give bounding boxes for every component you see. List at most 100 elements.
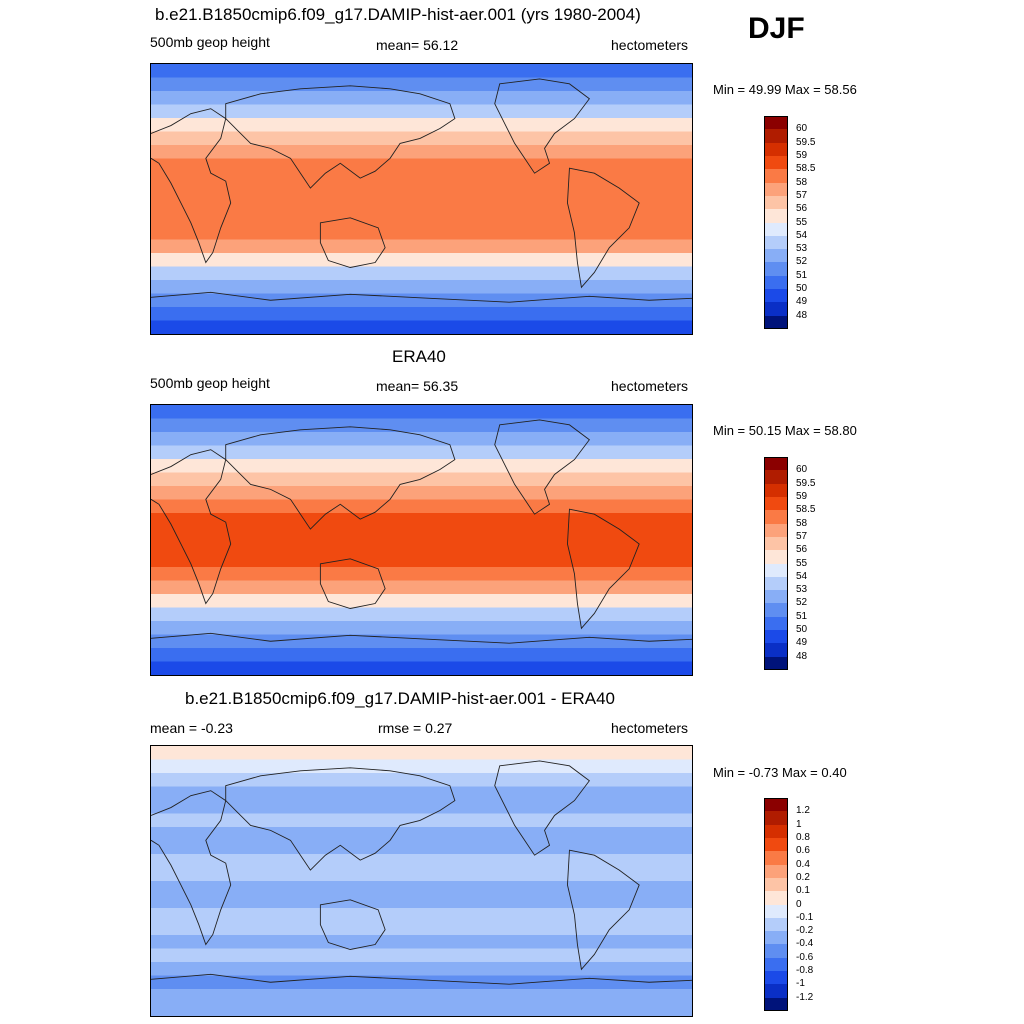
latitude-band [151, 526, 692, 541]
latitude-band [151, 77, 692, 92]
colorbar-label: 53 [796, 584, 808, 596]
panel-1-map [150, 63, 693, 335]
latitude-band [151, 64, 692, 79]
coastline [151, 108, 232, 264]
panel-3-rmse: rmse = 0.27 [378, 720, 453, 736]
latitude-band [151, 145, 692, 160]
colorbar-label: 0.4 [796, 858, 810, 870]
latitude-band [151, 499, 692, 514]
latitude-band [151, 280, 692, 295]
panel-2-map [150, 404, 693, 676]
colorbar-swatch [764, 235, 788, 250]
latitude-band [151, 648, 692, 663]
latitude-band [151, 445, 692, 460]
colorbar-swatch [764, 971, 788, 985]
colorbar-label: 48 [796, 650, 808, 662]
colorbar-swatch [764, 209, 788, 223]
latitude-band [151, 975, 692, 990]
colorbar-label: 0.2 [796, 871, 810, 883]
latitude-band [151, 634, 692, 649]
colorbar-label: -1 [796, 978, 805, 990]
latitude-band [151, 854, 692, 869]
colorbar-label: 49 [796, 296, 808, 308]
latitude-band [151, 513, 692, 528]
colorbar-swatch [764, 155, 788, 170]
colorbar-swatch [764, 315, 788, 329]
colorbar-swatch [764, 457, 788, 471]
colorbar-label: 54 [796, 570, 808, 582]
latitude-band [151, 266, 692, 281]
latitude-band [151, 773, 692, 788]
latitude-band [151, 405, 692, 420]
colorbar-swatch [764, 824, 788, 838]
colorbar-label: 0.1 [796, 885, 810, 897]
panel-3-minmax: Min = -0.73 Max = 0.40 [713, 765, 847, 780]
colorbar-label: 60 [796, 123, 808, 135]
panel-2-units: hectometers [611, 378, 689, 394]
colorbar-label: 58 [796, 176, 808, 188]
latitude-band [151, 989, 692, 1004]
colorbar-swatch [764, 222, 788, 236]
coastline [151, 790, 232, 946]
colorbar-swatch [764, 590, 788, 604]
colorbar-swatch [764, 811, 788, 825]
latitude-band [151, 1002, 692, 1016]
panel-1-colorbar: 60 59.5 59 58.5 58 57 56 55 54 53 52 51 50 49 48 [764, 116, 815, 329]
latitude-band [151, 867, 692, 882]
latitude-band [151, 185, 692, 200]
latitude-band [151, 199, 692, 214]
latitude-band [151, 567, 692, 582]
colorbar-label: 0.6 [796, 845, 810, 857]
latitude-band [151, 580, 692, 595]
latitude-band [151, 881, 692, 896]
colorbar-label: 52 [796, 597, 808, 609]
colorbar-swatch [764, 129, 788, 143]
coastline [151, 973, 692, 985]
colorbar-label: 53 [796, 243, 808, 255]
latitude-band [151, 621, 692, 636]
latitude-band [151, 172, 692, 187]
colorbar-swatch [764, 116, 788, 130]
colorbar-label: 0.8 [796, 831, 810, 843]
coastline [567, 849, 640, 971]
panel-1-title: b.e21.B1850cmip6.f09_g17.DAMIP-hist-aer.… [155, 5, 641, 24]
latitude-band [151, 131, 692, 146]
coastline [319, 558, 386, 609]
coastline [225, 426, 456, 530]
colorbar-swatch [764, 536, 788, 551]
latitude-band [151, 158, 692, 173]
colorbar-swatch [764, 470, 788, 484]
latitude-band [151, 226, 692, 241]
latitude-band [151, 104, 692, 119]
colorbar-label: 49 [796, 637, 808, 649]
latitude-band [151, 418, 692, 433]
latitude-band [151, 118, 692, 133]
colorbar-label: 57 [796, 189, 808, 201]
colorbar-swatch [764, 249, 788, 263]
colorbar-label: 59.5 [796, 477, 816, 489]
latitude-band [151, 948, 692, 963]
coastline [151, 632, 692, 644]
colorbar-label: -0.8 [796, 965, 814, 977]
colorbar-label: -1.2 [796, 991, 814, 1003]
latitude-band [151, 432, 692, 447]
latitude-band [151, 553, 692, 568]
colorbar-label: -0.1 [796, 911, 814, 923]
colorbar-label: 48 [796, 309, 808, 321]
latitude-band [151, 212, 692, 227]
latitude-band [151, 908, 692, 923]
latitude-band [151, 486, 692, 501]
colorbar-swatch [764, 563, 788, 577]
coastline [151, 449, 232, 605]
colorbar-swatch [764, 904, 788, 918]
panel-3-title: b.e21.B1850cmip6.f09_g17.DAMIP-hist-aer.… [185, 689, 615, 708]
panel-3-colorbar: 1.2 1 0.8 0.6 0.4 0.2 0.1 0 -0.1 -0.2 -0.4 -0.6 -0.8… [764, 798, 813, 1011]
latitude-band [151, 540, 692, 555]
colorbar-label: 59 [796, 149, 808, 161]
colorbar-label: 54 [796, 229, 808, 241]
panel-2-minmax: Min = 50.15 Max = 58.80 [713, 423, 857, 438]
coastline [494, 419, 591, 515]
coastline [494, 760, 591, 856]
panel-3-map [150, 745, 693, 1017]
panel-1-mean: mean= 56.12 [376, 37, 459, 53]
